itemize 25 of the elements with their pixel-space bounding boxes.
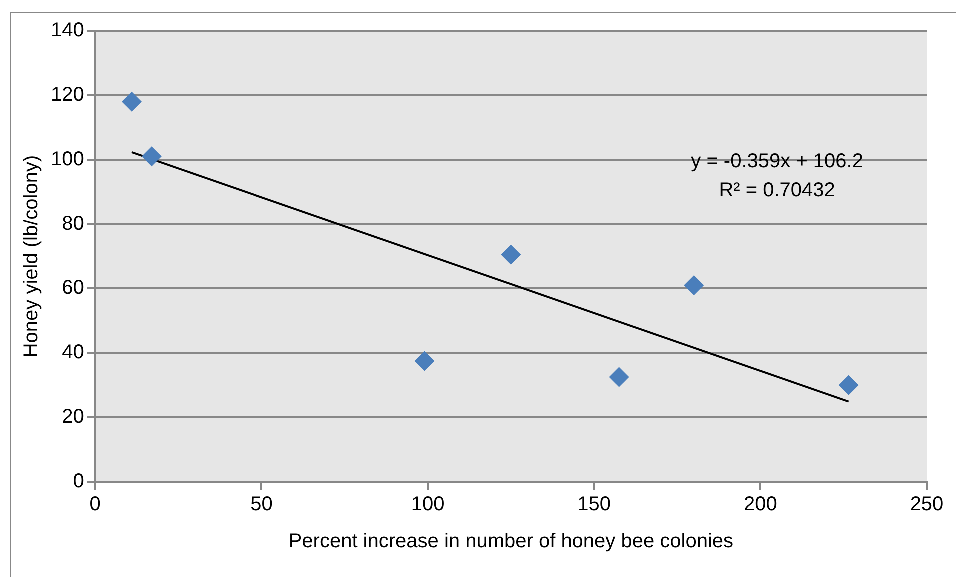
y-tick-label: 60: [62, 277, 84, 300]
x-tick-label: 150: [578, 494, 612, 516]
point: [609, 367, 630, 388]
point: [414, 351, 435, 372]
x-tick-label: 100: [411, 494, 445, 516]
point: [684, 275, 704, 296]
y-tick-label: 140: [50, 20, 84, 42]
annotation: y = -0.359x + 106.2: [691, 150, 864, 172]
x-tick-label: 250: [910, 494, 944, 516]
x-tick-label: 200: [744, 494, 778, 516]
y-tick-label: 80: [62, 212, 84, 235]
point: [122, 92, 142, 112]
x-tick-label: 0: [90, 494, 101, 516]
x-tick-label: 50: [250, 494, 273, 516]
point: [838, 375, 859, 396]
y-axis-title: Honey yield (lb/colony): [20, 155, 43, 358]
annotation: R² = 0.70432: [719, 180, 836, 202]
y-tick-label: 120: [50, 84, 84, 106]
y-tick-label: 40: [62, 342, 84, 364]
y-tick-label: 0: [73, 470, 84, 493]
point: [501, 244, 522, 265]
x-axis-title: Percent increase in number of honey bee colonies: [288, 530, 734, 553]
y-tick-label: 20: [62, 406, 84, 428]
y-tick-label: 100: [50, 148, 84, 170]
point: [142, 146, 162, 167]
